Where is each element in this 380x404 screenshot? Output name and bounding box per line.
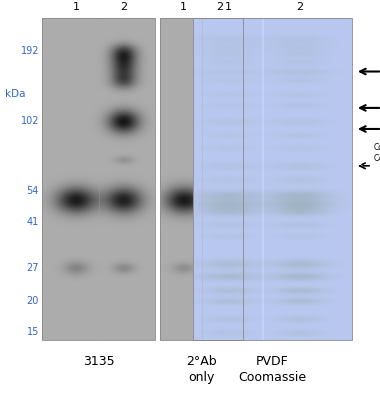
Text: 192: 192 xyxy=(21,46,39,57)
Bar xyxy=(42,18,155,340)
Text: 3135: 3135 xyxy=(83,355,114,368)
Text: 1: 1 xyxy=(180,2,187,12)
Text: 1: 1 xyxy=(225,2,231,12)
Bar xyxy=(160,18,243,340)
Bar xyxy=(193,18,352,340)
Text: 41: 41 xyxy=(27,217,39,227)
Text: 2: 2 xyxy=(216,2,223,12)
Text: kDa: kDa xyxy=(5,89,25,99)
Text: 15: 15 xyxy=(27,327,39,337)
Text: 2°Ab
only: 2°Ab only xyxy=(186,355,217,384)
Text: 54: 54 xyxy=(27,186,39,196)
Text: 1: 1 xyxy=(73,2,79,12)
Text: 27: 27 xyxy=(27,263,39,273)
Text: 102: 102 xyxy=(21,116,39,126)
Text: 2: 2 xyxy=(296,2,303,12)
Text: 2: 2 xyxy=(120,2,127,12)
Text: 20: 20 xyxy=(27,296,39,306)
Text: Complement
C4: Complement C4 xyxy=(374,143,380,163)
Text: PVDF
Coomassie: PVDF Coomassie xyxy=(238,355,307,384)
